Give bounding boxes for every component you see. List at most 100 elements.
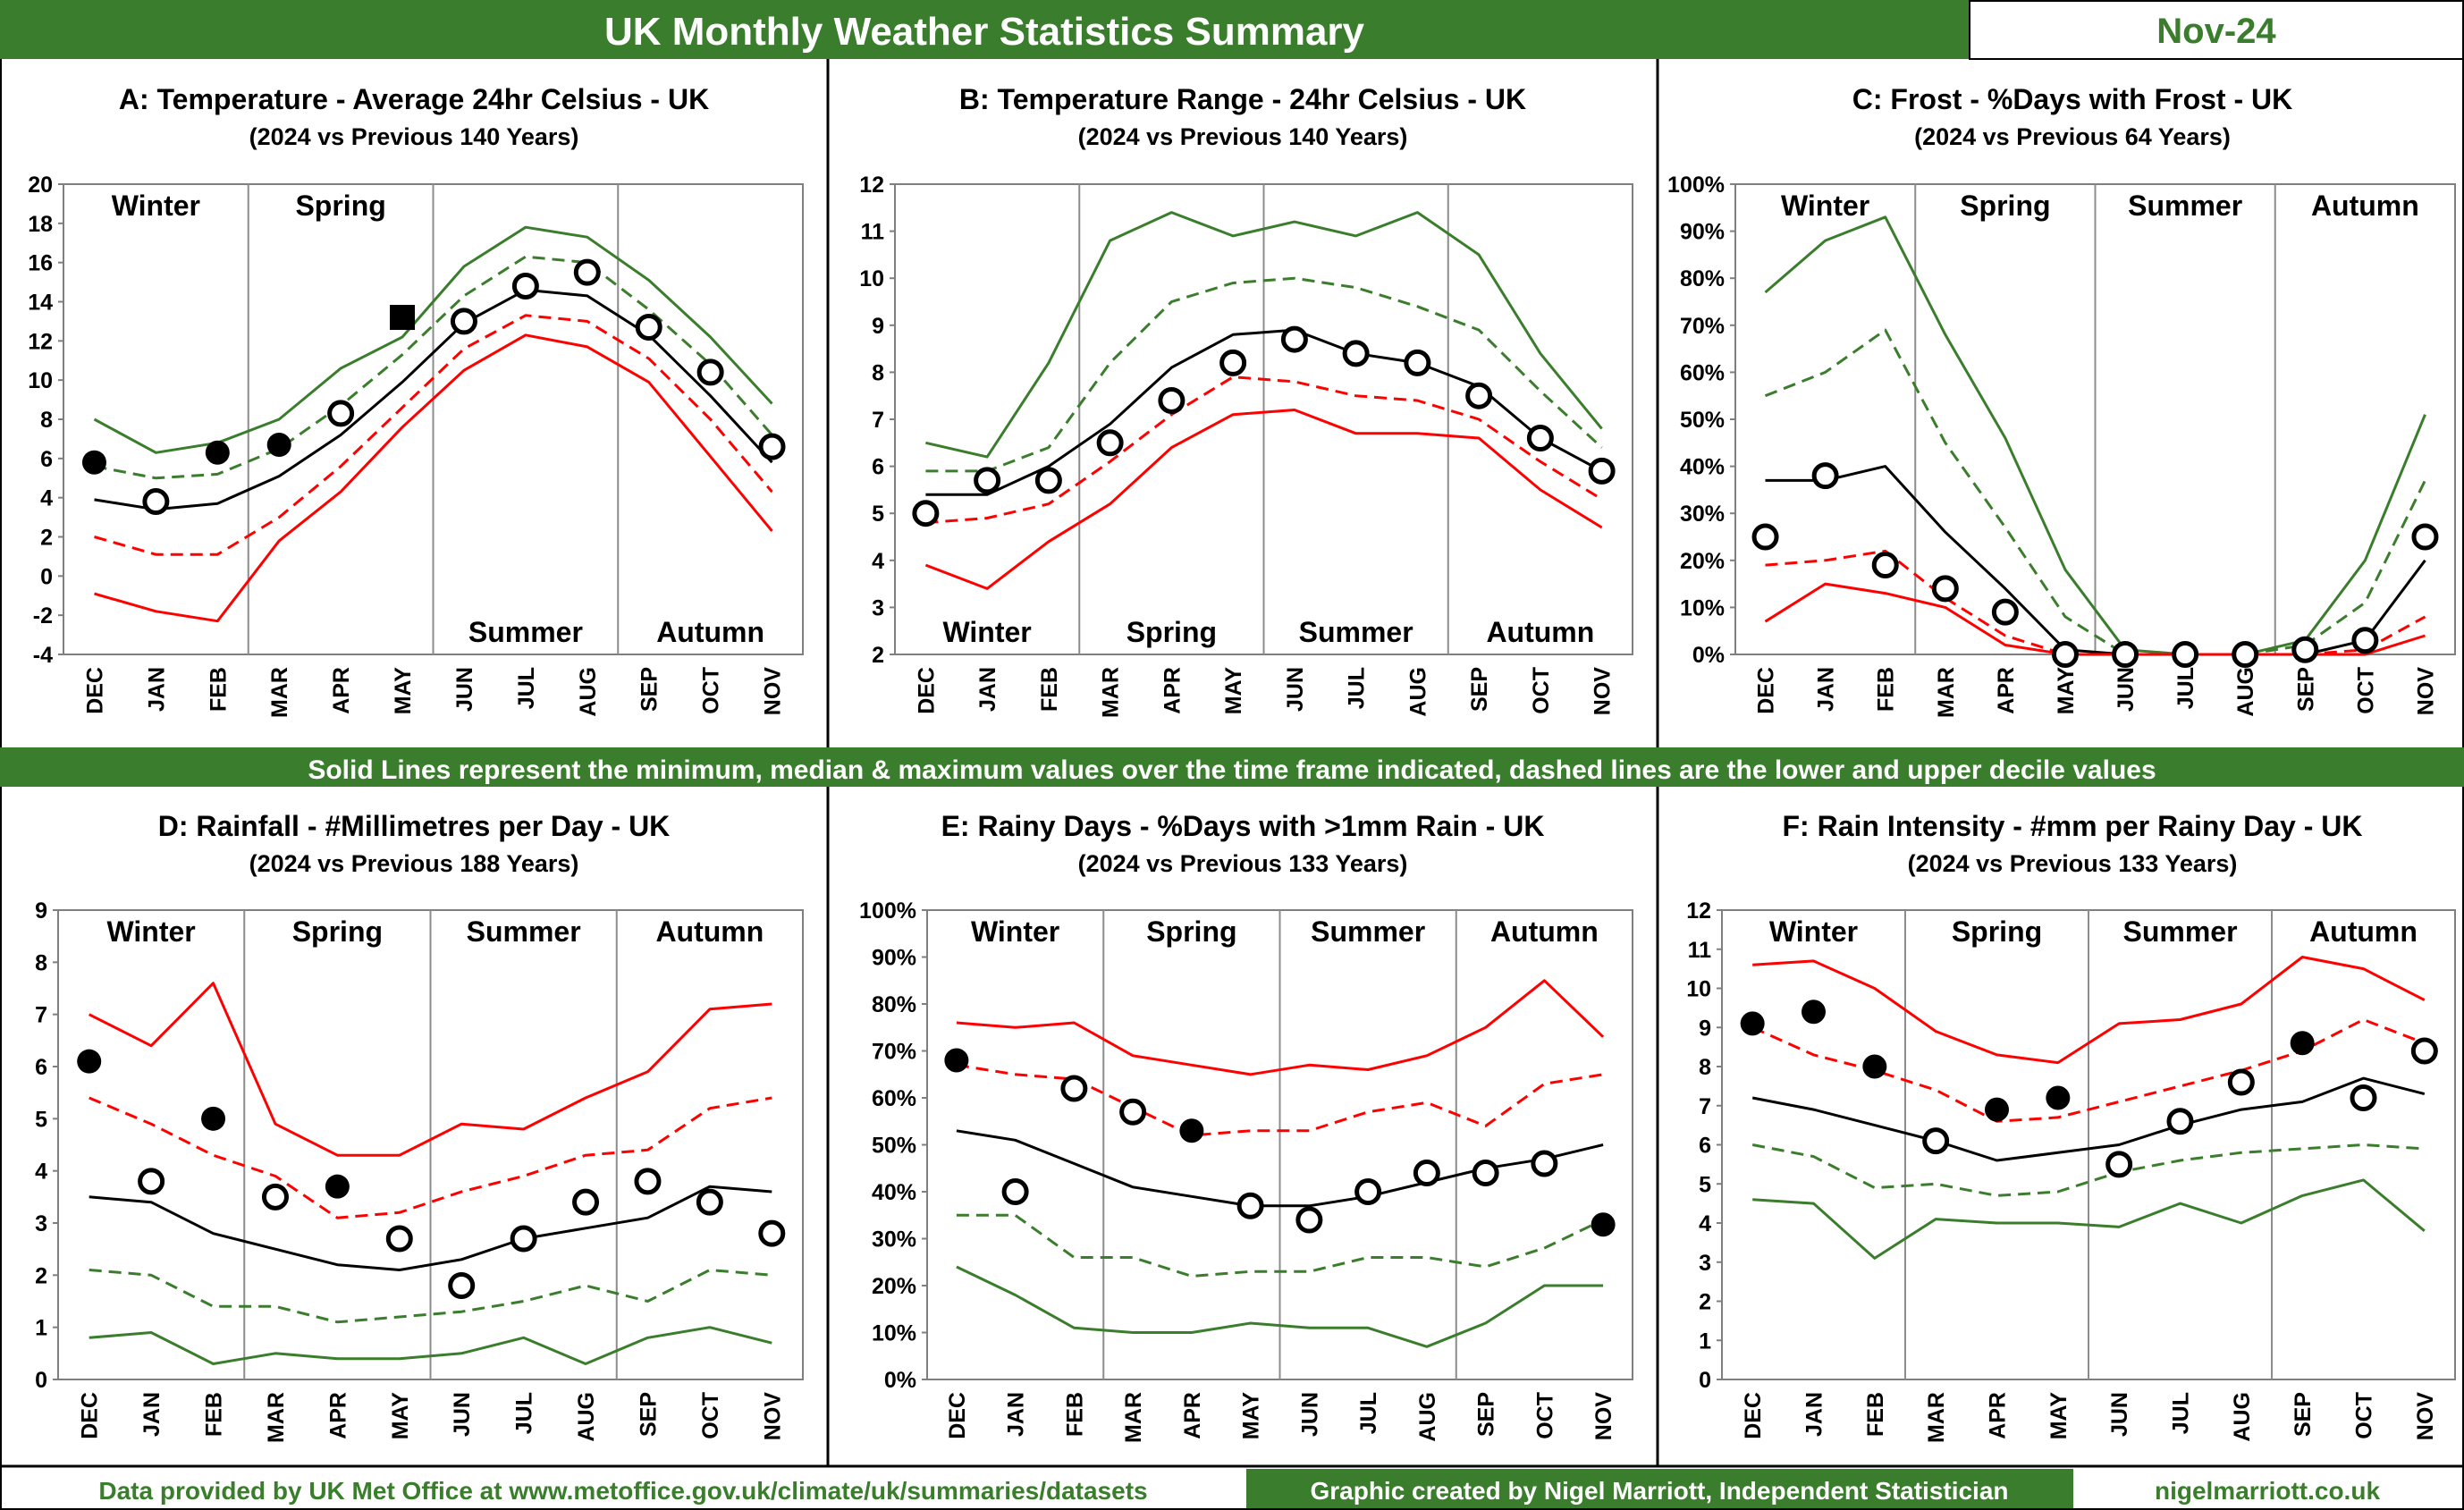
x-tick-label: SEP — [1474, 1392, 1499, 1437]
data-point-2024 — [1179, 1118, 1204, 1143]
data-point-2024 — [1060, 1075, 1088, 1102]
y-tick-label: 5 — [1699, 1172, 1711, 1197]
series-line-upper-decile — [1764, 328, 2426, 656]
y-tick-label: 7 — [35, 1003, 47, 1028]
y-tick-label: 3 — [35, 1211, 47, 1236]
data-point-2024 — [696, 359, 724, 386]
x-tick-label: AUG — [2230, 1392, 2255, 1442]
y-tick-label: 4 — [35, 1160, 47, 1185]
y-tick-label: 30% — [1680, 502, 1725, 527]
series-line-minimum — [89, 1326, 772, 1365]
chart-title: D: Rainfall - #Millimetres per Day - UK — [158, 810, 671, 842]
y-tick-label: 9 — [1699, 1016, 1711, 1041]
data-point-2024 — [1591, 1212, 1616, 1237]
data-point-2024 — [1236, 1192, 1264, 1219]
y-tick-label: 18 — [28, 212, 53, 237]
data-point-2024 — [758, 1219, 786, 1247]
season-label: Summer — [1311, 915, 1425, 948]
data-point-2024 — [1404, 349, 1431, 376]
footer-credit-box — [1246, 1469, 2073, 1508]
y-tick-label: 6 — [35, 1055, 47, 1080]
y-tick-label: 11 — [1688, 938, 1712, 963]
data-point-2024 — [385, 1225, 413, 1253]
season-label: Autumn — [655, 915, 764, 948]
y-tick-label: 14 — [28, 291, 53, 316]
season-label: Winter — [1769, 915, 1858, 948]
x-tick-label: JUN — [452, 667, 477, 712]
x-tick-label: JAN — [975, 667, 1000, 712]
season-label: Winter — [106, 915, 195, 948]
y-tick-label: 100% — [859, 898, 916, 924]
season-label: Autumn — [1486, 616, 1594, 648]
panel-c-frost: C: Frost - %Days with Frost - UK (2024 vs… — [1667, 83, 2456, 718]
x-tick-label: OCT — [2352, 1392, 2377, 1439]
x-tick-label: MAY — [1221, 667, 1246, 715]
data-point-2024 — [2046, 1085, 2071, 1110]
x-tick-label: JAN — [144, 667, 169, 712]
data-point-2024 — [2232, 641, 2259, 668]
data-point-2024 — [325, 1174, 350, 1199]
data-point-2024 — [450, 308, 477, 335]
data-point-2024 — [1802, 1000, 1826, 1025]
x-tick-label: APR — [325, 1392, 350, 1439]
data-point-2024 — [81, 450, 106, 475]
x-tick-label: DEC — [945, 1392, 970, 1439]
y-tick-label: 4 — [872, 549, 884, 574]
data-point-2024 — [201, 1106, 226, 1131]
data-point-2024 — [912, 500, 940, 527]
season-label: Spring — [1127, 616, 1217, 648]
series-line-upper-decile — [89, 1096, 772, 1219]
y-tick-label: 20 — [28, 173, 53, 198]
series-line-maximum — [1752, 956, 2426, 1065]
y-tick-label: 10% — [872, 1321, 916, 1346]
y-tick-label: 0% — [1692, 643, 1725, 668]
chart-subtitle: (2024 vs Previous 140 Years) — [249, 123, 579, 150]
y-tick-label: 40% — [1680, 455, 1725, 480]
y-tick-label: 90% — [872, 946, 916, 971]
data-point-2024 — [1413, 1160, 1440, 1186]
chart-subtitle: (2024 vs Previous 140 Years) — [1078, 123, 1408, 150]
x-tick-label: OCT — [699, 667, 724, 714]
data-point-2024 — [1751, 523, 1779, 551]
y-tick-label: -4 — [33, 643, 53, 668]
x-tick-label: APR — [329, 667, 354, 714]
header-bar — [0, 0, 1970, 59]
data-point-2024 — [634, 1168, 662, 1195]
y-tick-label: 8 — [40, 408, 53, 433]
footer-credit: Graphic created by Nigel Marriott, Indep… — [1310, 1477, 2008, 1505]
season-label: Winter — [942, 616, 1031, 648]
series-line-lower-decile — [925, 375, 1603, 525]
chart-subtitle: (2024 vs Previous 133 Years) — [1078, 850, 1408, 877]
y-tick-label: 6 — [1699, 1134, 1711, 1159]
x-tick-label: MAY — [388, 1392, 413, 1440]
y-tick-label: 3 — [872, 595, 884, 620]
data-point-2024 — [573, 258, 601, 286]
x-tick-label: MAY — [391, 667, 416, 715]
footer-source: Data provided by UK Met Office at www.me… — [98, 1477, 1147, 1505]
x-tick-label: JAN — [139, 1392, 165, 1437]
x-tick-label: SEP — [636, 1392, 661, 1437]
panel-a-temperature: A: Temperature - Average 24hr Celsius - … — [28, 83, 804, 718]
x-tick-label: MAR — [1099, 667, 1124, 718]
x-tick-label: AUG — [2233, 667, 2258, 717]
y-tick-label: 5 — [35, 1107, 47, 1132]
series-line-minimum — [956, 1265, 1604, 1348]
data-point-2024 — [1862, 1054, 1887, 1079]
chart-title: A: Temperature - Average 24hr Celsius - … — [119, 83, 709, 115]
x-tick-label: NOV — [1591, 1392, 1616, 1441]
y-tick-label: 2 — [40, 526, 53, 551]
date-box — [1969, 0, 2464, 60]
x-tick-label: APR — [1180, 1392, 1205, 1439]
series-line-median — [94, 288, 773, 511]
season-label: Autumn — [2311, 190, 2419, 222]
x-tick-label: MAR — [1121, 1392, 1146, 1443]
x-tick-label: JUL — [1356, 1392, 1381, 1434]
series-line-median — [1751, 1076, 2426, 1162]
panel-d-rainfall: D: Rainfall - #Millimetres per Day - UK (… — [35, 810, 804, 1443]
y-tick-label: 20% — [872, 1274, 916, 1299]
series-line-maximum — [1764, 215, 2426, 656]
series-line-median — [89, 1185, 772, 1271]
y-tick-label: 10 — [28, 368, 53, 393]
data-point-2024 — [77, 1049, 102, 1074]
x-tick-label: OCT — [698, 1392, 723, 1439]
